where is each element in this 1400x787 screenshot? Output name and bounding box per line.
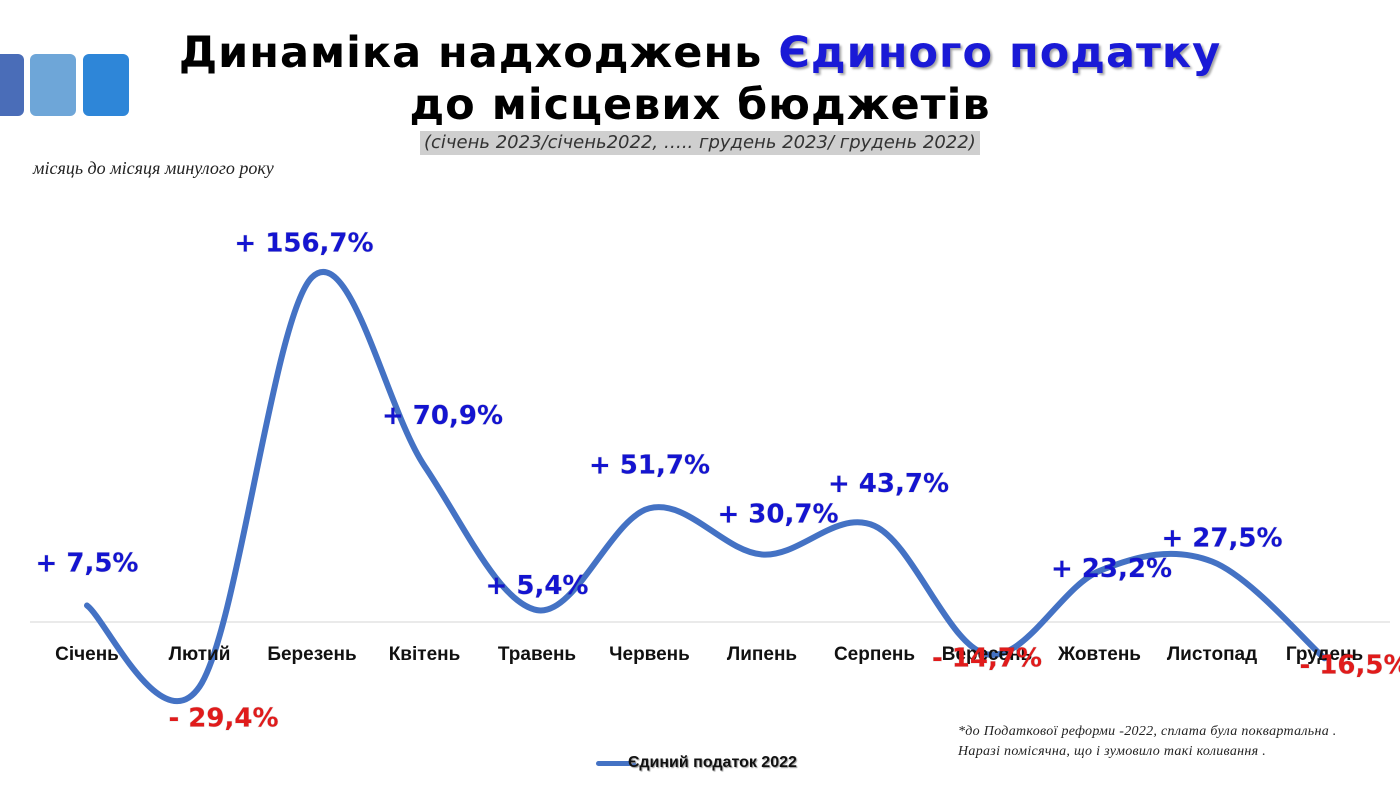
data-label-7: + 30,7%: [717, 499, 838, 529]
chart-legend: Єдиний податок 2022: [596, 754, 797, 772]
chart-caption: місяць до місяця минулого року: [33, 158, 274, 178]
title-prefix: Динаміка надходжень: [178, 28, 763, 78]
data-label-3: + 156,7%: [234, 228, 373, 258]
series-line-yedynyi-podatok-2022: [84, 269, 1328, 705]
x-tick-label-10: Жовтень: [1057, 644, 1141, 665]
page-title: Динаміка надходжень Єдиного податку: [0, 28, 1400, 78]
x-tick-label-5: Травень: [498, 644, 576, 665]
data-label-11: + 27,5%: [1161, 524, 1282, 554]
x-tick-label-1: Січень: [55, 644, 119, 665]
data-label-1: + 7,5%: [36, 549, 139, 579]
x-tick-label-11: Листопад: [1167, 644, 1257, 665]
x-tick-label-9: Вересень: [942, 644, 1033, 665]
data-label-5: + 5,4%: [486, 571, 589, 601]
decor-block-2: [30, 54, 76, 116]
legend-label: Єдиний податок 2022: [628, 754, 797, 771]
footnote: *до Податкової реформи -2022, сплата бул…: [958, 722, 1337, 762]
data-label-10: + 23,2%: [1051, 554, 1172, 584]
footnote-line-2: Наразі помісячна, що і зумовило такі кол…: [958, 744, 1267, 759]
data-label-12: - 16,5%: [1299, 650, 1400, 680]
legend-line-swatch: [596, 760, 636, 766]
x-tick-label-3: Березень: [267, 644, 356, 665]
x-tick-label-4: Квітень: [389, 644, 461, 665]
data-label-8: + 43,7%: [828, 469, 949, 499]
data-label-4: + 70,9%: [382, 401, 503, 431]
data-label-9: - 14,7%: [932, 643, 1042, 673]
x-tick-label-2: Лютий: [169, 644, 231, 665]
decor-block-1: [0, 54, 24, 116]
x-tick-label-6: Червень: [609, 644, 690, 665]
decor-block-3: [83, 54, 129, 116]
period-subtitle: (січень 2023/січень2022, ….. грудень 202…: [420, 131, 980, 155]
title-accent: Єдиного податку: [778, 28, 1222, 78]
page-title-line2: до місцевих бюджетів: [409, 80, 991, 130]
x-tick-label-8: Серпень: [834, 644, 915, 665]
x-tick-label-12: Грудень: [1286, 644, 1363, 665]
data-label-6: + 51,7%: [589, 450, 710, 480]
footnote-line-1: *до Податкової реформи -2022, сплата бул…: [958, 724, 1337, 739]
x-tick-label-7: Липень: [727, 644, 797, 665]
data-label-2: - 29,4%: [168, 704, 278, 734]
